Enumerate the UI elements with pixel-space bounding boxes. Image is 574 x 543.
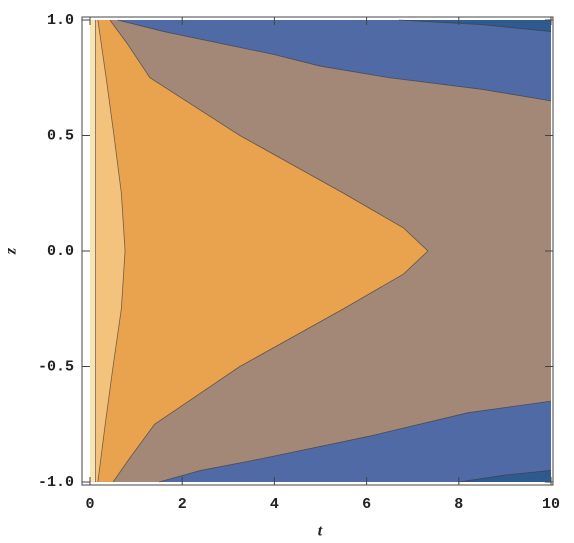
contour-region bbox=[117, 20, 551, 101]
x-tick-label: 8 bbox=[454, 496, 463, 513]
y-axis-label: z bbox=[3, 247, 20, 255]
x-tick-label: 4 bbox=[270, 496, 279, 513]
contour-line bbox=[97, 19, 126, 483]
contour-line bbox=[117, 19, 552, 102]
contour-region bbox=[159, 401, 551, 482]
contour-line bbox=[458, 470, 552, 483]
contour-region bbox=[398, 20, 551, 32]
contour-region bbox=[458, 470, 551, 482]
contour-region bbox=[109, 20, 551, 482]
y-tick-label: 1.0 bbox=[47, 12, 74, 29]
x-axis-label: t bbox=[318, 523, 323, 540]
contour-line bbox=[159, 400, 552, 483]
contour-line bbox=[109, 19, 429, 483]
x-tick-label: 10 bbox=[542, 496, 560, 513]
contour-line bbox=[398, 19, 552, 32]
x-tick-label: 2 bbox=[178, 496, 187, 513]
y-tick-label: 0.0 bbox=[47, 243, 74, 260]
y-tick-label: 0.5 bbox=[47, 127, 74, 144]
y-tick-label: -1.0 bbox=[38, 474, 74, 491]
plot-area bbox=[90, 19, 552, 483]
x-tick-label: 6 bbox=[362, 496, 371, 513]
x-tick-label: 0 bbox=[85, 496, 94, 513]
y-tick-label: -0.5 bbox=[38, 358, 74, 375]
